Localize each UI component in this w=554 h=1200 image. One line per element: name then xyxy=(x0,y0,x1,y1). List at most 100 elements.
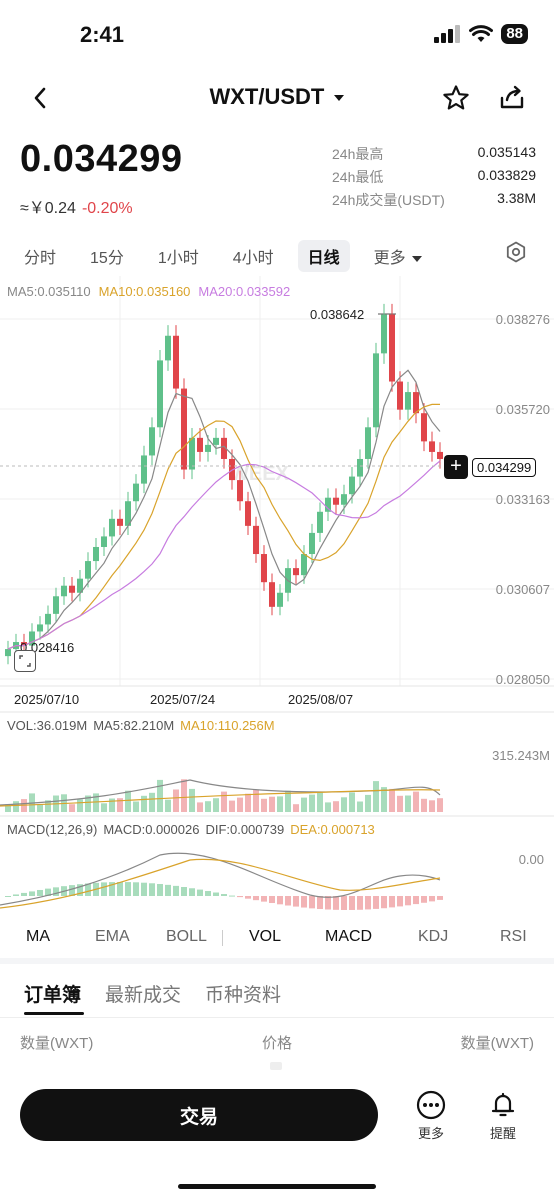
status-icons: 88 xyxy=(433,24,528,44)
volume-bar xyxy=(341,797,347,812)
favorite-button[interactable] xyxy=(436,78,476,118)
tab-indicator-vol[interactable]: VOL xyxy=(249,928,282,945)
last-price: 0.034299 xyxy=(20,138,183,180)
tab-interval-more[interactable]: 更多 xyxy=(364,240,432,272)
candle-body xyxy=(429,441,435,452)
volume-bar xyxy=(421,798,427,812)
tab-coin-info[interactable]: 币种资料 xyxy=(205,985,282,1006)
volume-bar xyxy=(197,802,203,812)
candle-body xyxy=(53,596,59,614)
volume-bar xyxy=(397,795,403,812)
dif-value: DIF:0.000739 xyxy=(205,822,285,837)
macd-histogram-bar xyxy=(181,887,187,896)
candle-body xyxy=(117,518,123,526)
ma5-line xyxy=(7,369,441,650)
candle-body xyxy=(365,427,371,459)
candle-body xyxy=(437,451,443,459)
fullscreen-toggle[interactable] xyxy=(14,650,36,672)
macd-histogram-bar xyxy=(285,896,291,906)
dif-line xyxy=(0,852,441,906)
more-button[interactable]: 更多 xyxy=(406,1090,456,1142)
y-axis-label: 0.038276 xyxy=(495,312,550,327)
tab-latest-trades[interactable]: 最新成交 xyxy=(105,985,182,1006)
stat-value: 0.035143 xyxy=(477,144,536,160)
trade-button[interactable]: 交易 xyxy=(20,1089,378,1141)
volume-bar xyxy=(405,795,411,812)
candle-body xyxy=(421,413,427,442)
candle-body xyxy=(149,427,155,456)
candlestick-chart[interactable]: WEEX xyxy=(0,276,554,916)
candle-body xyxy=(61,585,67,597)
tab-orderbook[interactable]: 订单簿 xyxy=(24,985,82,1006)
macd-params: MACD(12,26,9) xyxy=(7,822,98,837)
volume-bar xyxy=(261,798,267,812)
candle-body xyxy=(301,554,307,576)
candle-body xyxy=(133,483,139,502)
dea-line xyxy=(0,858,441,909)
tab-indicator-ema[interactable]: EMA xyxy=(95,928,130,945)
candle-body xyxy=(405,392,411,410)
macd-histogram-bar xyxy=(141,882,147,896)
tab-indicator-ma[interactable]: MA xyxy=(26,928,50,945)
volume-bar xyxy=(101,803,107,812)
macd-histogram-bar xyxy=(149,883,155,896)
alert-button[interactable]: 提醒 xyxy=(478,1090,528,1142)
volume-bar xyxy=(381,787,387,812)
tab-indicator-boll[interactable]: BOLL xyxy=(166,928,207,945)
home-indicator xyxy=(178,1184,376,1189)
ma10-value: MA10:0.035160 xyxy=(98,284,191,299)
macd-histogram-bar xyxy=(125,882,131,896)
x-axis-date: 2025/08/07 xyxy=(288,692,354,707)
y-axis-label: 0.033163 xyxy=(495,492,550,507)
star-icon xyxy=(443,85,469,110)
high-price-label: 0.038642 xyxy=(310,307,365,322)
macd-histogram-bar xyxy=(317,896,323,910)
back-button[interactable] xyxy=(20,78,60,118)
candle-body xyxy=(173,335,179,389)
macd-histogram-bar xyxy=(357,896,363,910)
battery-icon: 88 xyxy=(501,24,528,44)
caret-down-icon xyxy=(333,95,344,102)
candle-body xyxy=(29,631,35,646)
candle-body xyxy=(237,480,243,502)
candle-body xyxy=(141,455,147,484)
share-button[interactable] xyxy=(492,78,532,118)
macd-histogram-bar xyxy=(293,896,299,907)
candle-body xyxy=(293,568,299,576)
macd-histogram-bar xyxy=(53,887,59,896)
pair-selector[interactable]: WXT/USDT xyxy=(0,84,554,110)
stat-label: 24h成交量(USDT) xyxy=(332,192,445,208)
volume-bar xyxy=(5,804,11,812)
macd-histogram-bar xyxy=(213,892,219,896)
macd-histogram-bar xyxy=(45,888,51,896)
candle-body xyxy=(125,501,131,526)
tab-interval-15m[interactable]: 15分 xyxy=(90,250,124,267)
candle-body xyxy=(277,592,283,607)
candle-body xyxy=(221,437,227,459)
macd-histogram-bar xyxy=(253,896,259,901)
plus-icon[interactable]: + xyxy=(444,455,468,479)
chart-settings-button[interactable] xyxy=(496,232,536,272)
orderbook-tabs: 订单簿 最新成交 币种资料 xyxy=(24,980,281,1007)
macd-histogram-bar xyxy=(101,882,107,896)
tab-indicator-macd[interactable]: MACD xyxy=(325,928,373,945)
tab-interval-daily[interactable]: 日线 xyxy=(297,240,350,272)
macd-value: MACD:0.000026 xyxy=(103,822,200,837)
candle-body xyxy=(157,360,163,428)
tab-indicator-kdj[interactable]: KDJ xyxy=(418,928,449,945)
tab-interval-1h[interactable]: 1小时 xyxy=(157,250,199,267)
macd-histogram-bar xyxy=(413,896,419,905)
volume-y-label: 315.243M xyxy=(492,748,550,763)
current-price-tag[interactable]: + 0.034299 xyxy=(444,455,537,479)
tab-interval-4h[interactable]: 4小时 xyxy=(232,250,274,267)
cny-value: ≈￥0.24 xyxy=(20,200,76,217)
indicator-tabs: MA EMA BOLL VOL MACD KDJ RSI xyxy=(0,924,554,952)
volume-bar xyxy=(429,800,435,812)
col-bid-qty: 数量(WXT) xyxy=(20,1035,94,1052)
tab-indicator-rsi[interactable]: RSI xyxy=(500,928,527,945)
candle-body xyxy=(197,437,203,452)
tab-interval-timeshare[interactable]: 分时 xyxy=(24,250,57,267)
candle-body xyxy=(85,561,91,579)
pair-title: WXT/USDT xyxy=(209,84,325,109)
more-label: 更多 xyxy=(373,250,406,267)
